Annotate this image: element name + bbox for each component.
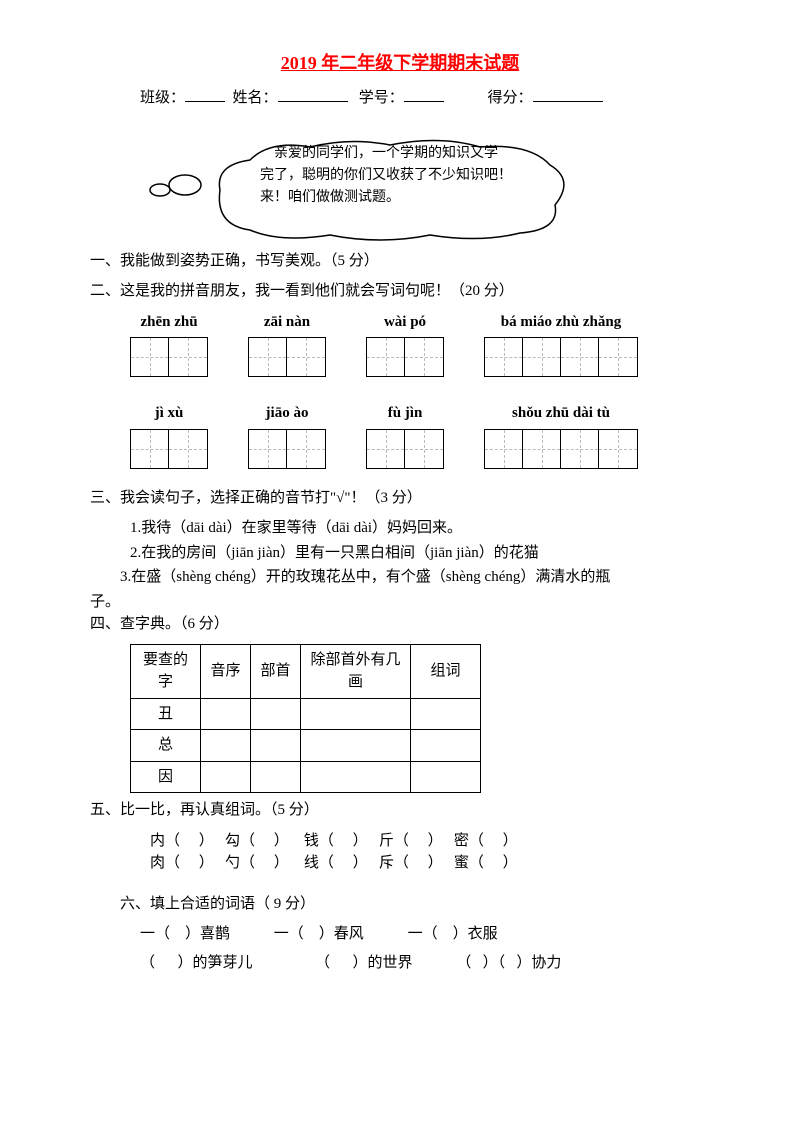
th-yinxu: 音序 [201,644,251,698]
char-boxes[interactable] [484,429,638,469]
char-boxes[interactable] [248,429,326,469]
pinyin-group: fù jìn [366,402,444,469]
fill-row-2: （ ）的笋芽儿 （ ）的世界 （ ）（ ）协力 [90,952,710,975]
score-blank[interactable] [533,101,603,102]
compare-char: 蜜 [454,855,469,871]
pinyin-row-1: zhēn zhū zāi nàn wài pó bá miáo zhù zhǎn… [90,311,710,378]
pinyin-group: jì xù [130,402,208,469]
fill-row-1: 一（ ）喜鹊 一（ ）春风 一（ ）衣服 [90,923,710,946]
class-blank[interactable] [185,101,225,102]
pinyin-group: zhēn zhū [130,311,208,378]
cell-char: 丑 [131,698,201,730]
compare-char: 内 [150,833,165,849]
table-row: 丑 [131,698,481,730]
q3-item-1: 1.我待（dāi dài）在家里等待（dāi dài）妈妈回来。 [90,517,710,540]
dictionary-table: 要查的字 音序 部首 除部首外有几画 组词 丑 总 因 [130,644,481,794]
compare-char: 肉 [150,855,165,871]
th-bushou: 部首 [251,644,301,698]
section-5: 五、比一比，再认真组词。（5 分） [90,799,710,822]
cloud-line1: 亲爱的同学们，一个学期的知识又学 [274,146,498,161]
fill-item: 一（ ）衣服 [408,923,498,946]
pinyin-label: jì xù [155,402,184,425]
pinyin-label: fù jìn [388,402,423,425]
class-label: 班级： [140,90,185,106]
compare-char: 勾 [225,833,240,849]
fill-item: （ ）的笋芽儿 [140,952,253,975]
pinyin-group: shǒu zhū dài tù [484,402,638,469]
pinyin-label: jiāo ào [266,402,309,425]
name-blank[interactable] [278,101,348,102]
name-label: 姓名： [233,90,278,106]
pinyin-row-2: jì xù jiāo ào fù jìn shǒu zhū dài tù [90,402,710,469]
compare-row-1: 内（ ） 勾（ ） 钱（ ） 斤（ ） 密（ ） [90,830,710,853]
table-header-row: 要查的字 音序 部首 除部首外有几画 组词 [131,644,481,698]
char-boxes[interactable] [366,337,444,377]
pinyin-label: zhēn zhū [140,311,197,334]
id-label: 学号： [359,90,404,106]
compare-char: 勺 [225,855,240,871]
pinyin-group: wài pó [366,311,444,378]
compare-char: 斤 [379,833,394,849]
q3-item-2: 2.在我的房间（jiān jiàn）里有一只黑白相间（jiān jiàn）的花猫 [90,542,710,565]
fill-item: 一（ ）喜鹊 [140,923,230,946]
char-boxes[interactable] [130,429,208,469]
compare-char: 钱 [304,833,319,849]
th-zuci: 组词 [411,644,481,698]
pinyin-label: shǒu zhū dài tù [512,402,610,425]
th-char: 要查的字 [131,644,201,698]
pinyin-group: jiāo ào [248,402,326,469]
pinyin-label: bá miáo zhù zhǎng [501,311,621,334]
compare-char: 线 [304,855,319,871]
pinyin-group: zāi nàn [248,311,326,378]
char-boxes[interactable] [248,337,326,377]
char-boxes[interactable] [130,337,208,377]
fill-item: 一（ ）春风 [274,923,364,946]
q3-item-3b: 子。 [90,591,710,614]
section-6: 六、填上合适的词语（ 9 分） [90,893,710,916]
id-blank[interactable] [404,101,444,102]
table-row: 因 [131,761,481,793]
pinyin-label: wài pó [384,311,426,334]
fill-item: （ ）的世界 [315,952,413,975]
cloud-line2: 完了，聪明的你们又收获了不少知识吧！ [260,168,512,183]
cell-char: 总 [131,730,201,762]
section-1: 一、我能做到姿势正确，书写美观。（5 分） [90,250,710,273]
section-4: 四、查字典。（6 分） [90,613,710,636]
char-boxes[interactable] [484,337,638,377]
table-row: 总 [131,730,481,762]
pinyin-label: zāi nàn [264,311,310,334]
compare-char: 斥 [379,855,394,871]
th-strokes: 除部首外有几画 [301,644,411,698]
cell-char: 因 [131,761,201,793]
fill-item: （ ）（ ）协力 [456,952,561,975]
pinyin-group: bá miáo zhù zhǎng [484,311,638,378]
section-3: 三、我会读句子，选择正确的音节打"√"！（3 分） [90,487,710,510]
compare-row-2: 肉（ ） 勺（ ） 线（ ） 斥（ ） 蜜（ ） [90,852,710,875]
section-2: 二、这是我的拼音朋友，我一看到他们就会写词句呢！（20 分） [90,280,710,303]
exam-title: 2019 年二年级下学期期末试题 [90,50,710,77]
cloud-line3: 来！咱们做做测试题。 [260,190,400,205]
student-info-line: 班级： 姓名： 学号： 得分： [90,87,710,110]
score-label: 得分： [488,90,533,106]
char-boxes[interactable] [366,429,444,469]
cloud-callout: 亲爱的同学们，一个学期的知识又学 完了，聪明的你们又收获了不少知识吧！ 来！咱们… [90,125,710,225]
q3-item-3a: 3.在盛（shèng chéng）开的玫瑰花丛中，有个盛（shèng chéng… [90,566,710,589]
compare-char: 密 [454,833,469,849]
